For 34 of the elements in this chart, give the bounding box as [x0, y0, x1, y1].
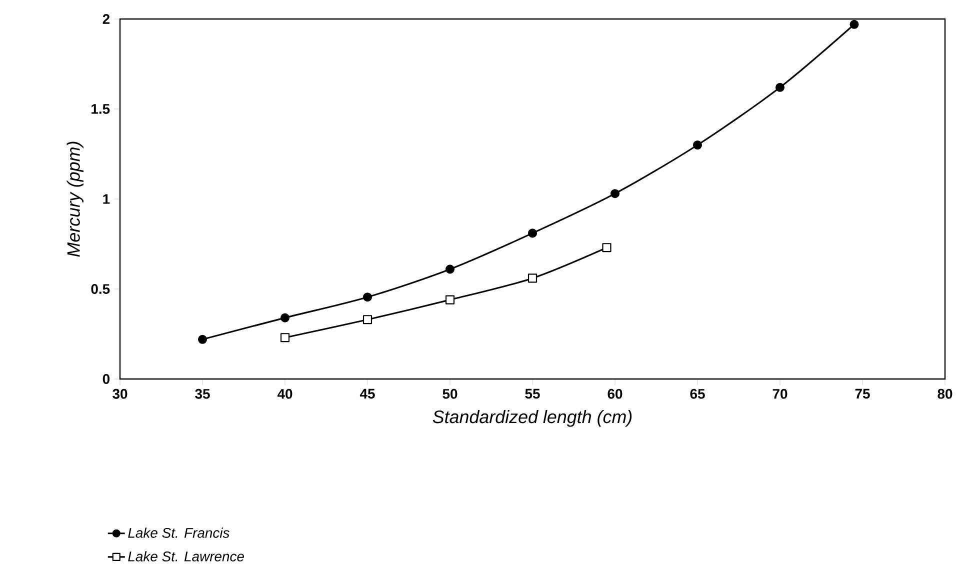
point [362, 315, 372, 324]
x-tick-label: 65 [690, 388, 705, 399]
x-tick-label: 35 [195, 388, 210, 399]
legend-label: Lake St. Francis [128, 528, 230, 538]
point [198, 334, 208, 344]
y-tick-label: 1.5 [92, 104, 110, 114]
point [602, 243, 612, 252]
point [362, 292, 372, 302]
y-axis-title: Mercury (ppm) [66, 142, 84, 257]
point [528, 228, 538, 238]
point [775, 82, 785, 92]
x-tick-label: 50 [442, 388, 458, 399]
x-tick-label: 45 [360, 388, 375, 399]
point [445, 295, 455, 304]
y-tick-label: 2 [102, 14, 110, 24]
legend-label: Lake St. Lawrence [128, 551, 244, 562]
x-tick-label: 60 [608, 388, 622, 399]
point [280, 333, 290, 342]
point [280, 313, 290, 322]
y-tick-label: 0 [102, 374, 110, 384]
x-tick-label: 75 [855, 388, 870, 399]
x-tick-label: 55 [525, 388, 540, 399]
point [692, 140, 702, 150]
x-tick-label: 30 [112, 388, 128, 399]
point [850, 20, 859, 29]
point [528, 274, 538, 283]
y-tick-label: 0.5 [91, 284, 110, 294]
point [445, 264, 455, 274]
x-tick-label: 70 [772, 388, 788, 399]
x-tick-label: 80 [938, 388, 952, 399]
x-tick-label: 40 [277, 388, 292, 399]
x-axis-title: Standardized length (cm) [432, 410, 632, 427]
y-tick-label: 1 [103, 194, 110, 204]
point [610, 189, 620, 198]
